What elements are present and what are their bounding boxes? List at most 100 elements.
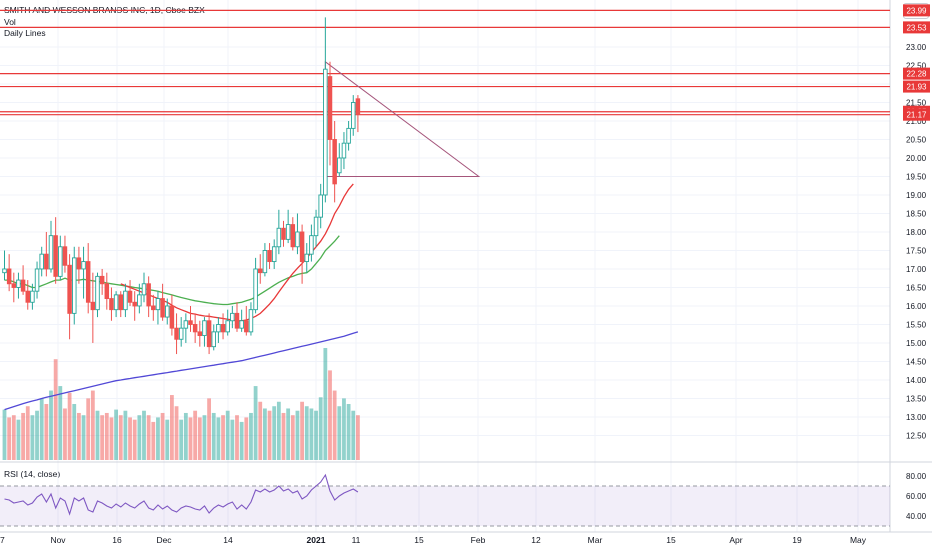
- volume-bar: [39, 398, 44, 460]
- price-tick-label: 20.50: [906, 135, 927, 144]
- time-tick-label: 15: [666, 535, 676, 545]
- triangle-pattern: [324, 60, 481, 177]
- candle-body: [44, 253, 49, 270]
- volume-bar: [342, 398, 346, 460]
- candle-body: [95, 275, 100, 311]
- candle-body: [202, 320, 207, 337]
- volume-bar: [235, 415, 239, 460]
- volume-bar: [249, 412, 253, 460]
- moving-average-line: [120, 183, 354, 322]
- volume-bar: [211, 412, 216, 460]
- price-tick-label: 18.00: [906, 228, 927, 237]
- volume-bar: [174, 406, 179, 460]
- candle-body: [225, 320, 230, 333]
- time-tick-label: May: [850, 535, 867, 545]
- time-tick-label: Nov: [50, 535, 66, 545]
- price-tick-label: 17.50: [906, 246, 927, 255]
- candle-body: [267, 250, 272, 263]
- candle-body: [155, 298, 161, 311]
- candle-body: [90, 301, 96, 311]
- volume-bar: [109, 417, 114, 460]
- volume-bar: [337, 406, 342, 460]
- volume-bar: [281, 412, 286, 460]
- candle-body: [295, 231, 300, 248]
- daily-lines-label[interactable]: Daily Lines: [4, 28, 46, 38]
- price-tick-label: 17.00: [906, 265, 927, 274]
- candle-body: [178, 327, 184, 340]
- volume-bar: [323, 348, 328, 460]
- time-tick-label: 2021: [307, 535, 326, 545]
- volume-bar: [160, 412, 165, 460]
- candle-body: [192, 324, 198, 333]
- candle-body: [327, 76, 333, 140]
- volume-bar: [258, 401, 263, 460]
- price-tick-label: 15.00: [906, 339, 927, 348]
- candle-body: [309, 235, 314, 255]
- volume-bar: [193, 410, 198, 460]
- volume-bar: [16, 419, 21, 460]
- volume-bar: [183, 412, 188, 460]
- time-tick-label: 15: [414, 535, 424, 545]
- volume-bar: [179, 419, 184, 460]
- candle-body: [67, 264, 72, 314]
- volume-bar: [225, 410, 230, 460]
- price-tick-label: 14.50: [906, 357, 927, 366]
- candle-body: [197, 331, 203, 337]
- candle-body: [16, 279, 21, 288]
- candle-body: [299, 231, 305, 263]
- candle-body: [234, 312, 240, 329]
- time-tick-label: 12: [531, 535, 541, 545]
- candle-body: [355, 98, 361, 115]
- time-tick-label: 14: [223, 535, 233, 545]
- volume-bar: [188, 417, 193, 460]
- volume-bar: [104, 412, 109, 460]
- volume-bar: [263, 408, 267, 460]
- price-level-badge-label: 21.93: [906, 83, 927, 92]
- candle-body: [351, 102, 356, 129]
- price-level-badge: [903, 108, 930, 121]
- volume-bar: [25, 406, 30, 460]
- time-tick-label: Mar: [588, 535, 603, 545]
- volume-bar: [207, 398, 211, 460]
- volume-bar: [295, 410, 300, 460]
- volume-bar: [267, 410, 272, 460]
- time-tick-label: 19: [792, 535, 802, 545]
- volume-bar: [156, 417, 160, 460]
- volume-bar: [332, 390, 337, 460]
- rsi-tick-label: 80.00: [906, 472, 927, 481]
- volume-bar: [286, 408, 291, 460]
- rsi-indicator-label[interactable]: RSI (14, close): [4, 469, 61, 479]
- candle-body: [211, 331, 216, 348]
- volume-bar: [239, 421, 244, 460]
- volume-bar: [300, 401, 304, 460]
- price-tick-label: 20.00: [906, 154, 927, 163]
- volume-bar: [328, 370, 332, 460]
- time-tick-label: Dec: [156, 535, 172, 545]
- volume-bar: [230, 419, 235, 460]
- candle-body: [313, 216, 319, 237]
- candle-body: [164, 305, 170, 318]
- price-tick-label: 21.50: [906, 98, 927, 107]
- price-tick-label: 14.00: [906, 376, 927, 385]
- candle-body: [169, 305, 175, 329]
- volume-bar: [346, 404, 351, 460]
- candle-body: [244, 320, 249, 333]
- volume-bar: [165, 419, 170, 460]
- rsi-band-fill: [0, 486, 890, 526]
- volume-bar: [86, 398, 91, 460]
- price-tick-label: 13.50: [906, 394, 927, 403]
- volume-indicator-label[interactable]: Vol: [4, 17, 16, 27]
- time-tick-label: Apr: [729, 535, 742, 545]
- volume-bar: [170, 395, 174, 460]
- candle-body: [76, 257, 82, 270]
- candle-body: [25, 290, 31, 303]
- volume-bar: [21, 412, 25, 460]
- candle-body: [34, 268, 40, 292]
- candle-body: [141, 283, 147, 296]
- rsi-line: [4, 473, 359, 516]
- volume-bar: [318, 397, 323, 460]
- candle-body: [132, 301, 137, 307]
- volume-bar: [304, 406, 309, 460]
- volume-bar: [356, 415, 360, 460]
